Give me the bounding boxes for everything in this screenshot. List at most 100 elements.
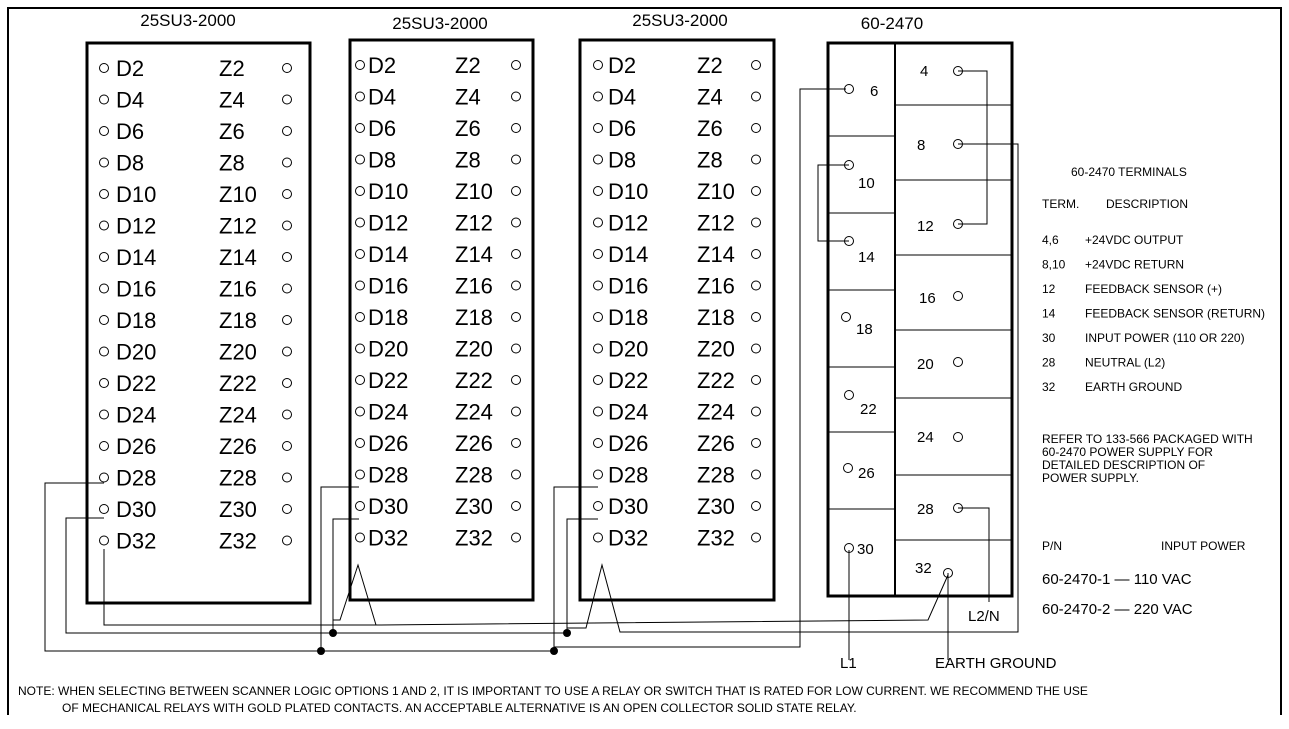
module-3-z-terminal	[751, 217, 761, 228]
module-2-d-terminal	[355, 91, 365, 102]
module-1-z-terminal	[282, 441, 292, 451]
module-2-z-terminal	[511, 469, 521, 480]
module-1-d-terminal	[99, 94, 109, 105]
module-2-z-terminal	[511, 123, 521, 133]
note-line-1: NOTE: WHEN SELECTING BETWEEN SCANNER LOG…	[18, 684, 1088, 698]
module-1-title: 25SU3-2000	[140, 11, 235, 30]
module-1-z-label: Z10	[219, 182, 257, 207]
module-3-d-label: D22	[608, 368, 648, 393]
module-3-z-terminal	[751, 186, 761, 196]
ps-terminal-label-24: 24	[917, 429, 934, 446]
module-2-d-label: D8	[368, 148, 396, 173]
module-1-z-terminal	[282, 283, 292, 294]
ps-terminal-label-18: 18	[856, 321, 873, 338]
module-3-z-label: Z26	[697, 431, 735, 456]
module-1-d-label: D10	[116, 182, 156, 207]
module-1-d-label: D22	[116, 371, 156, 396]
module-3-z-terminal	[751, 249, 761, 259]
module-2-d-label: D20	[368, 337, 408, 362]
module-2-d-label: D6	[368, 116, 396, 141]
module-2-z-terminal	[511, 532, 521, 543]
module-1-z-terminal	[282, 220, 292, 231]
module-1-z-label: Z16	[219, 277, 257, 302]
module-2-d-label: D14	[368, 242, 408, 267]
module-3-d-label: D10	[608, 179, 648, 204]
module-2-z-label: Z22	[455, 368, 493, 393]
module-1-d-terminal	[99, 220, 109, 231]
ps-terminal-label-22: 22	[860, 401, 877, 418]
ps-terminal-label-6: 6	[870, 83, 878, 100]
legend-col-term: TERM.	[1042, 197, 1079, 211]
label-earth-ground: EARTH GROUND	[935, 655, 1057, 672]
ps-terminal-20	[953, 357, 963, 367]
module-1-d-terminal	[99, 157, 109, 168]
module-1-z-terminal	[282, 535, 292, 546]
ps-terminal-22	[844, 390, 854, 400]
label-l2n: L2/N	[968, 608, 1000, 625]
jumper-10-14	[817, 164, 849, 242]
junction-dot-2	[329, 629, 337, 637]
module-1-z-terminal	[282, 472, 292, 483]
module-2-d-terminal	[355, 438, 365, 448]
module-3-z-terminal	[751, 280, 761, 291]
module-1-z-terminal	[282, 346, 292, 357]
module-1-d-terminal	[99, 472, 109, 483]
module-3-z-label: Z14	[697, 242, 735, 267]
power-supply-cell-dividers	[828, 104, 1012, 541]
ps-terminal-18	[841, 312, 851, 322]
jumper-4-12	[958, 70, 988, 225]
module-3-d-terminal	[593, 217, 603, 228]
module-2-z-label: Z8	[455, 148, 481, 173]
legend-row-desc: +24VDC RETURN	[1085, 258, 1184, 272]
module-2-d-terminal	[355, 343, 365, 354]
module-3-d-label: D4	[608, 85, 636, 110]
ps-terminal-16	[953, 291, 963, 301]
legend-refer-3: DETAILED DESCRIPTION OF	[1042, 458, 1205, 472]
module-3-z-terminal	[751, 123, 761, 133]
module-3-d-terminal	[593, 501, 603, 511]
module-3-z-terminal	[751, 532, 761, 543]
module-3-d-label: D6	[608, 116, 636, 141]
module-2-z-terminal	[511, 60, 521, 70]
module-2-z-terminal	[511, 186, 521, 196]
legend-rows: 4,6 +24VDC OUTPUT 8,10 +24VDC RETURN 12 FEEDB…	[1042, 233, 1265, 394]
module-2-d-label: D24	[368, 400, 408, 425]
legend-row-desc: INPUT POWER (110 OR 220)	[1085, 331, 1245, 345]
module-3-z-label: Z24	[697, 400, 735, 425]
module-2-z-label: Z26	[455, 431, 493, 456]
module-3-z-terminal	[751, 501, 761, 511]
module-1-d-label: D30	[116, 497, 156, 522]
module-3-z-label: Z6	[697, 116, 723, 141]
ps-terminal-label-28: 28	[917, 501, 934, 518]
module-2-d-label: D22	[368, 368, 408, 393]
module-1-z-label: Z28	[219, 466, 257, 491]
module-2-z-label: Z30	[455, 494, 493, 519]
module-1-d-terminal	[99, 283, 109, 294]
module-1-z-label: Z24	[219, 403, 257, 428]
label-l1: L1	[840, 655, 857, 672]
module-1-z-label: Z6	[219, 119, 245, 144]
module-1-z-label: Z14	[219, 245, 257, 270]
module-2-z-terminal	[511, 312, 521, 322]
module-2-d-label: D26	[368, 431, 408, 456]
module-1-z-label: Z30	[219, 497, 257, 522]
module-3-z-terminal	[751, 60, 761, 70]
module-1-d-terminal	[99, 346, 109, 357]
power-supply-left-terminals: 6 10 14 18 22 26 30	[841, 83, 878, 558]
module-1-d-label: D6	[116, 119, 144, 144]
module-1-d-label: D28	[116, 466, 156, 491]
legend-refer-1: REFER TO 133-566 PACKAGED WITH	[1042, 432, 1253, 446]
ps-terminal-26	[843, 463, 853, 473]
module-2-z-terminal	[511, 375, 521, 385]
module-1-z-label: Z32	[219, 529, 257, 554]
module-3-z-terminal	[751, 312, 761, 322]
module-3-d-terminal	[593, 312, 603, 322]
module-3-z-label: Z10	[697, 179, 735, 204]
module-1-d-terminal	[99, 535, 109, 546]
legend-row-term: 30	[1042, 331, 1056, 345]
module-3-z-label: Z32	[697, 526, 735, 551]
module-1-d-label: D4	[116, 88, 144, 113]
module-1-z-terminal	[282, 157, 292, 168]
module-2-z-label: Z14	[455, 242, 493, 267]
